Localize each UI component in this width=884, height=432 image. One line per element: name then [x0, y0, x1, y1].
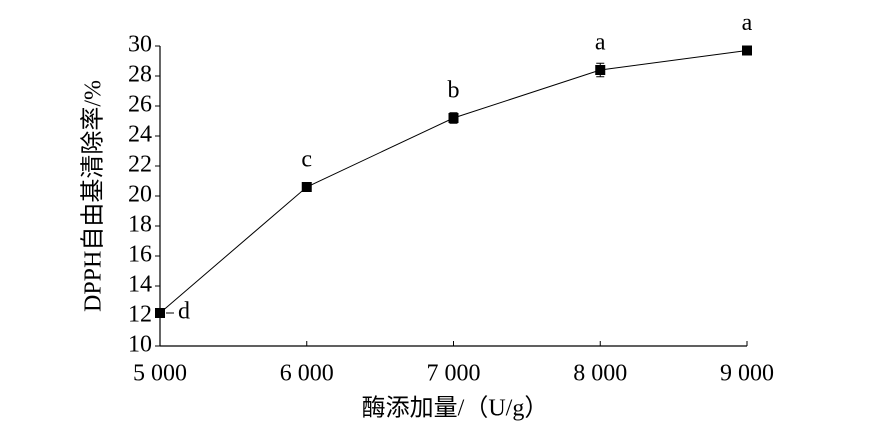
significance-label: a	[595, 30, 606, 56]
x-tick-label: 6 000	[280, 361, 334, 387]
significance-label: a	[742, 10, 753, 36]
y-tick-label: 28	[128, 62, 152, 88]
y-tick-label: 10	[128, 332, 152, 358]
y-tick-label: 12	[128, 302, 152, 328]
y-tick-label: 30	[128, 32, 152, 58]
y-tick-label: 20	[128, 182, 152, 208]
data-point	[301, 182, 312, 192]
y-tick-label: 22	[128, 152, 152, 178]
x-tick-label: 7 000	[427, 361, 481, 387]
x-tick-label: 5 000	[133, 361, 187, 387]
significance-label: d	[178, 299, 190, 325]
data-point	[742, 45, 752, 56]
data-point	[595, 65, 606, 75]
x-tick-label: 8 000	[573, 361, 627, 387]
significance-label: b	[448, 78, 460, 104]
y-tick-label: 24	[128, 122, 152, 148]
data-point	[155, 308, 165, 318]
x-axis-label: 酶添加量/（U/g）	[362, 395, 549, 422]
y-axis-label: DPPH自由基清除率/%	[80, 80, 107, 312]
x-tick-label: 9 000	[720, 361, 774, 387]
significance-label: c	[301, 147, 312, 173]
y-tick-label: 14	[128, 272, 152, 298]
y-tick-label: 18	[128, 212, 152, 238]
data-point	[448, 113, 459, 123]
y-tick-label: 26	[128, 92, 152, 118]
y-tick-label: 16	[128, 242, 152, 268]
